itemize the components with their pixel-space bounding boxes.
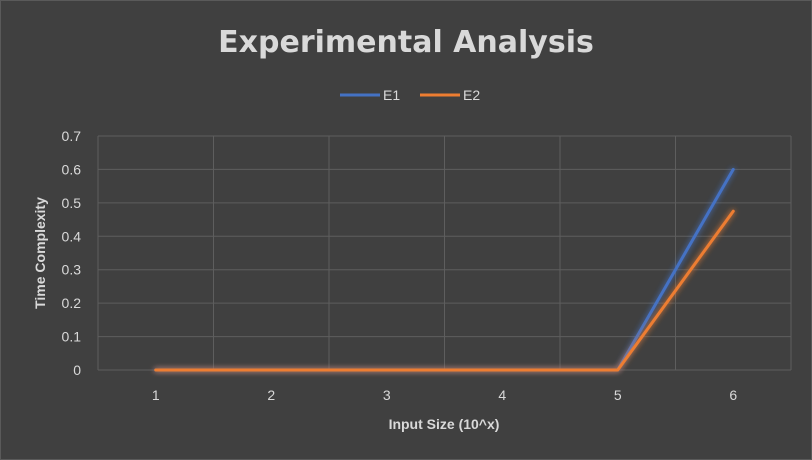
- y-tick-label: 0.7: [62, 128, 82, 144]
- y-tick-label: 0.4: [62, 228, 82, 244]
- y-tick-label: 0.1: [62, 329, 82, 345]
- series-line-e2: [154, 209, 735, 372]
- x-axis-title: Input Size (10^x): [389, 416, 500, 432]
- x-tick-label: 2: [267, 387, 275, 403]
- x-tick-label: 3: [383, 387, 391, 403]
- gridlines: [97, 135, 792, 371]
- legend-label: E1: [383, 87, 400, 103]
- x-axis-ticks: 1 2 3 4 5 6: [152, 387, 738, 403]
- legend-entry-e2: E2: [420, 87, 480, 103]
- y-axis-ticks: 0 0.1 0.2 0.3 0.4 0.5 0.6 0.7: [62, 128, 82, 378]
- y-tick-label: 0.2: [62, 295, 82, 311]
- y-axis-title: Time Complexity: [32, 197, 48, 309]
- x-tick-label: 5: [614, 387, 622, 403]
- series-lines: [154, 167, 735, 372]
- y-tick-label: 0: [73, 362, 81, 378]
- x-tick-label: 1: [152, 387, 160, 403]
- legend-entry-e1: E1: [340, 87, 400, 103]
- chart-title: Experimental Analysis: [218, 25, 594, 60]
- x-tick-label: 4: [498, 387, 506, 403]
- y-tick-label: 0.5: [62, 195, 82, 211]
- y-tick-label: 0.3: [62, 262, 82, 278]
- y-tick-label: 0.6: [62, 161, 82, 177]
- x-tick-label: 6: [729, 387, 737, 403]
- chart-legend: E1 E2: [340, 87, 480, 103]
- legend-label: E2: [463, 87, 480, 103]
